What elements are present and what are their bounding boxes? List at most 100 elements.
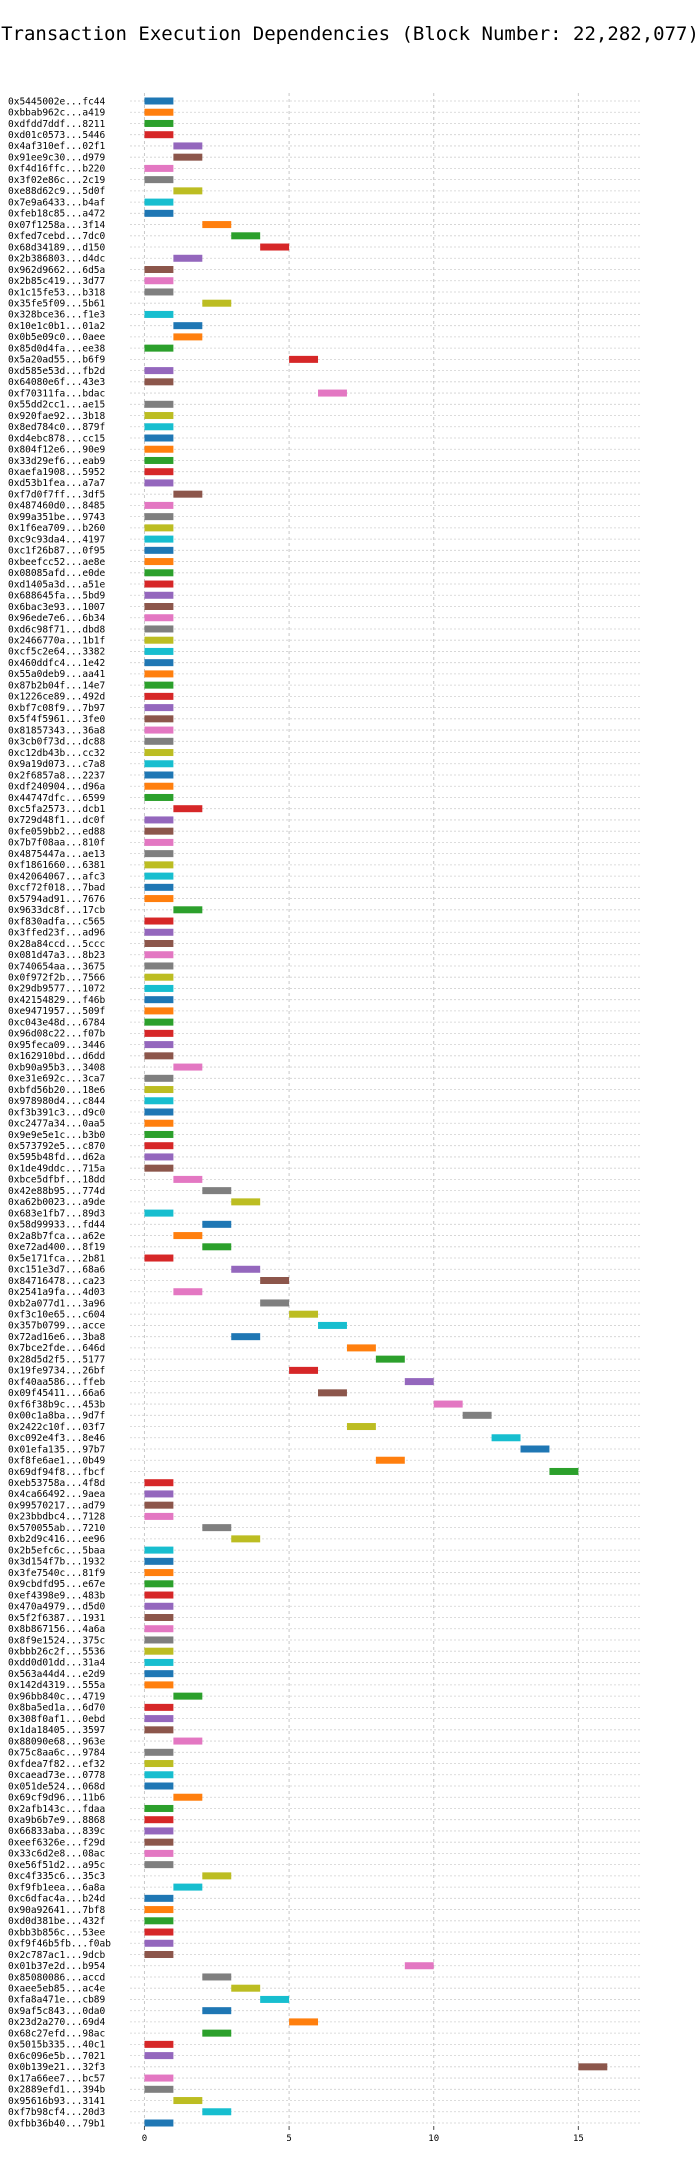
transaction-bar (144, 816, 174, 824)
transaction-bar (144, 760, 174, 768)
transaction-label: 0x081d47a3...8b23 (8, 950, 105, 961)
transaction-label: 0x563a44d4...e2d9 (8, 1669, 106, 1680)
transaction-bar (144, 131, 174, 139)
transaction-bar (375, 1355, 405, 1363)
transaction-bar (144, 692, 174, 700)
transaction-label: 0xfeb18c85...a472 (8, 209, 105, 220)
transaction-bar (144, 1760, 174, 1768)
transaction-label: 0x2889efd1...394b (8, 2085, 106, 2096)
transaction-bar (173, 142, 203, 150)
transaction-label: 0x3fe7540c...81f9 (8, 1568, 106, 1579)
transaction-label: 0x6c096e5b...7021 (8, 2051, 106, 2062)
transaction-bar (346, 1423, 376, 1431)
transaction-bar (144, 614, 174, 622)
transaction-bar (144, 771, 174, 779)
transaction-label: 0x42064067...afc3 (8, 871, 105, 882)
transaction-bar (144, 940, 174, 947)
transaction-bar (144, 872, 174, 880)
transaction-bar (144, 1849, 174, 1857)
transaction-bar (144, 1029, 174, 1037)
transaction-label: 0x1c15fe53...b318 (8, 287, 106, 298)
transaction-label: 0x2b85c419...3d77 (8, 276, 105, 287)
transaction-bar (144, 1546, 174, 1554)
transaction-label: 0xc9c93da4...4197 (8, 534, 105, 545)
transaction-label: 0xf8fe6ae1...0b49 (8, 1456, 106, 1467)
x-ticks: 0 5 10 15 (142, 2126, 584, 2144)
transaction-label: 0x2422c10f...03f7 (8, 1422, 105, 1433)
transaction-bar (289, 2018, 319, 2026)
transaction-bar (289, 1366, 319, 1374)
transaction-bar (260, 243, 290, 251)
x-tick-label: 0 (142, 2134, 147, 2144)
transaction-bar (144, 670, 174, 678)
transaction-label: 0xbb3b856c...53ee (8, 1927, 106, 1938)
transaction-label: 0xeef6326e...f29d (8, 1837, 105, 1848)
transaction-bar (144, 1108, 174, 1116)
transaction-label: 0x328bce36...f1e3 (8, 310, 105, 321)
transaction-label: 0x308f0af1...0ebd (8, 1714, 105, 1725)
transaction-bar (202, 2007, 232, 2015)
transaction-label: 0x10e1c0b1...01a2 (8, 321, 105, 332)
transaction-bar (144, 2052, 174, 2060)
transaction-bar (144, 1939, 174, 1947)
transaction-bar (144, 558, 174, 566)
transaction-label: 0x9a19d073...c7a8 (8, 759, 106, 770)
transaction-label: 0xdfdd7ddf...8211 (8, 119, 106, 130)
transaction-label: 0x595b48fd...d62a (8, 1152, 105, 1163)
transaction-label: 0xe56f51d2...a95c (8, 1860, 105, 1871)
transaction-label: 0x3ffed23f...ad96 (8, 928, 106, 939)
transaction-label: 0xb2a077d1...3a96 (8, 1298, 106, 1309)
transaction-label: 0xf4d16ffc...b220 (8, 164, 106, 175)
transaction-label: 0xd6c98f71...dbd8 (8, 624, 106, 635)
transaction-label: 0xbbab962c...a419 (8, 108, 106, 119)
transaction-label: 0x1da18405...3597 (8, 1725, 105, 1736)
transaction-bar (144, 726, 174, 734)
transaction-label: 0xd53b1fea...a7a7 (8, 478, 105, 489)
transaction-label: 0x81857343...36a8 (8, 725, 106, 736)
transaction-bar (289, 355, 319, 363)
transaction-label: 0x99570217...ad79 (8, 1500, 106, 1511)
transaction-label: 0xd4ebc878...cc15 (8, 433, 105, 444)
transaction-bar (144, 838, 174, 846)
transaction-label: 0x3f02e86c...2c19 (8, 175, 106, 186)
transaction-label: 0x72ad16e6...3ba8 (8, 1332, 106, 1343)
transaction-bar (144, 513, 174, 521)
grid-lines (130, 93, 642, 2129)
transaction-label: 0x5445002e...fc44 (8, 96, 106, 107)
transaction-label: 0xf9fb1eea...6a8a (8, 1882, 105, 1893)
transaction-bar (260, 1277, 290, 1284)
transaction-label: 0xeb53758a...4f8d (8, 1478, 105, 1489)
transaction-bar (144, 198, 174, 206)
transaction-bar (173, 906, 203, 914)
transaction-label: 0xc1f26b87...0f95 (8, 546, 105, 557)
transaction-bar (144, 1052, 174, 1060)
transaction-label: 0x00c1a8ba...9d7f (8, 1411, 105, 1422)
transaction-bar (144, 344, 174, 352)
transaction-label: 0xc4f335c6...35c3 (8, 1871, 105, 1882)
transaction-label: 0xc092e4f3...8e46 (8, 1433, 106, 1444)
transaction-label: 0x09f45411...66a6 (8, 1388, 106, 1399)
transaction-label: 0x69cf9d96...11b6 (8, 1793, 106, 1804)
transaction-bar (144, 917, 174, 925)
transaction-label: 0x33d29ef6...eab9 (8, 456, 106, 467)
transaction-label: 0x19fe9734...26bf (8, 1366, 105, 1377)
transaction-label: 0x87b2b04f...14e7 (8, 680, 105, 691)
transaction-bar (144, 423, 174, 431)
transaction-bar (173, 333, 203, 341)
transaction-bar (231, 1535, 261, 1543)
transaction-bar (404, 1962, 434, 1970)
transaction-bar (318, 389, 347, 397)
transaction-label: 0xf7b98cf4...20d3 (8, 2107, 105, 2118)
transaction-label: 0xe31e692c...3ca7 (8, 1074, 105, 1085)
transaction-label: 0x5f2f6387...1931 (8, 1613, 106, 1624)
transaction-label: 0xfbb36b40...79b1 (8, 2118, 106, 2129)
transaction-bar (144, 793, 174, 801)
transaction-label: 0xd01c0573...5446 (8, 130, 106, 141)
transaction-bar (144, 524, 174, 532)
transaction-bar (144, 468, 174, 476)
transaction-bar (144, 715, 174, 723)
transaction-bar (144, 1748, 174, 1756)
transaction-bar (144, 1164, 174, 1172)
transaction-label: 0x8ed784c0...879f (8, 422, 105, 433)
transaction-label: 0x5e171fca...2b81 (8, 1253, 106, 1264)
